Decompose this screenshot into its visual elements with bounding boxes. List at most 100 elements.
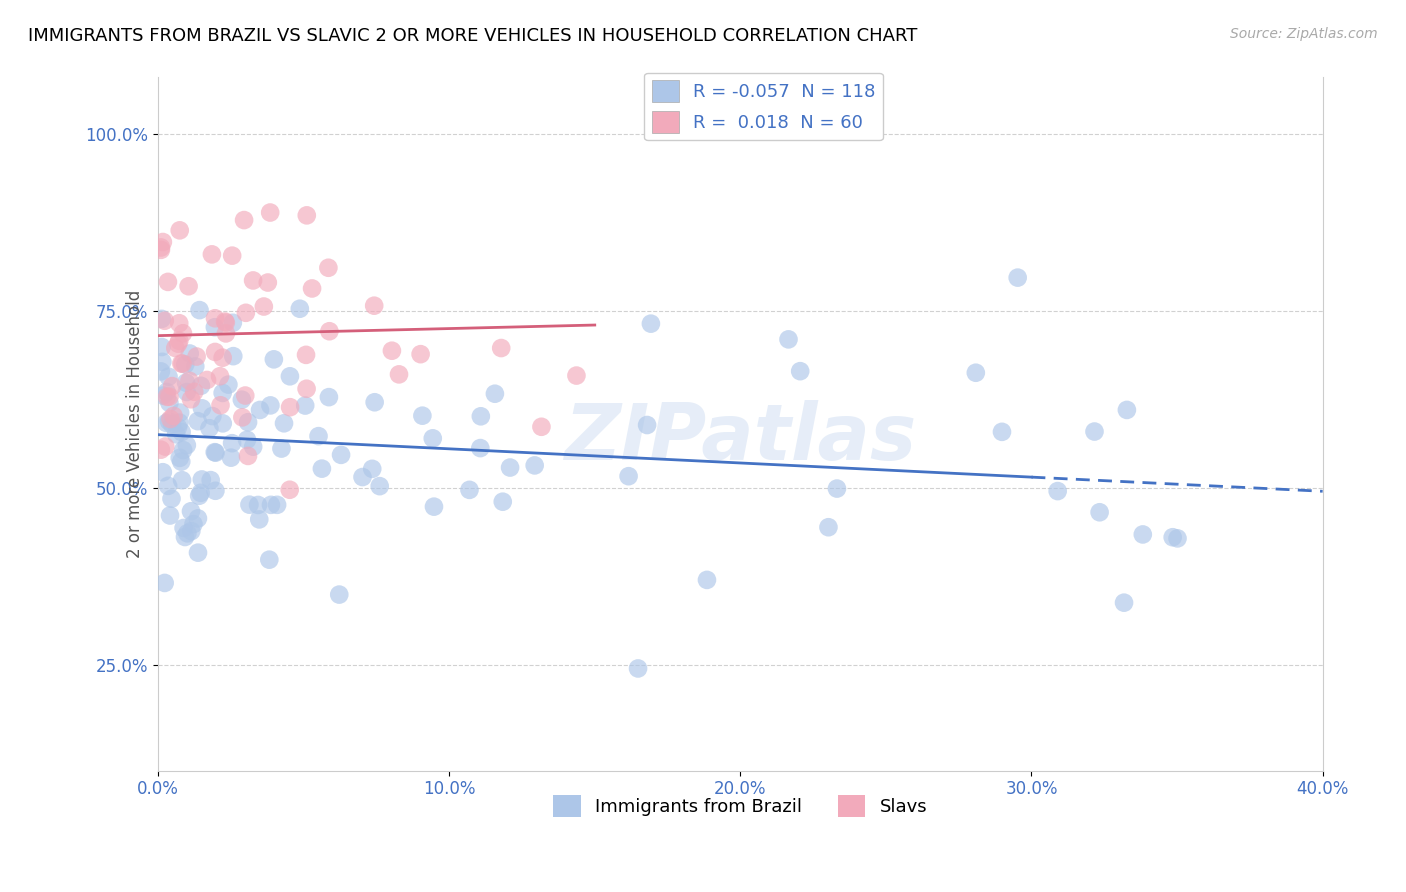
Point xyxy=(204,483,226,498)
Point xyxy=(198,421,221,435)
Point xyxy=(273,417,295,431)
Point xyxy=(1046,484,1069,499)
Point xyxy=(211,417,233,431)
Point xyxy=(165,427,187,442)
Point xyxy=(470,441,492,455)
Point xyxy=(247,512,270,526)
Point xyxy=(965,366,987,380)
Point xyxy=(204,345,226,359)
Point xyxy=(311,461,333,475)
Point xyxy=(188,489,211,503)
Point xyxy=(640,317,662,331)
Point xyxy=(153,314,176,328)
Point xyxy=(1083,425,1105,439)
Point xyxy=(159,508,181,523)
Point xyxy=(208,369,231,384)
Point xyxy=(1132,527,1154,541)
Point xyxy=(318,390,340,404)
Point xyxy=(160,491,183,506)
Point xyxy=(169,406,191,420)
Point xyxy=(204,445,226,459)
Point xyxy=(169,416,191,430)
Point xyxy=(352,470,374,484)
Point xyxy=(253,300,276,314)
Point xyxy=(155,440,177,454)
Point xyxy=(156,275,179,289)
Point xyxy=(149,243,172,257)
Point xyxy=(259,398,281,412)
Point xyxy=(217,377,239,392)
Point xyxy=(149,364,172,378)
Legend: Immigrants from Brazil, Slavs: Immigrants from Brazil, Slavs xyxy=(546,788,935,824)
Point xyxy=(219,450,242,465)
Point xyxy=(278,369,301,384)
Point xyxy=(173,521,195,535)
Point xyxy=(489,341,512,355)
Point xyxy=(233,213,256,227)
Point xyxy=(1166,532,1188,546)
Point xyxy=(238,498,260,512)
Point xyxy=(221,436,243,450)
Point xyxy=(180,392,202,407)
Point xyxy=(172,443,194,458)
Point xyxy=(159,412,181,426)
Point xyxy=(204,311,226,326)
Point xyxy=(231,392,253,407)
Point xyxy=(222,349,245,363)
Point xyxy=(167,420,190,434)
Point xyxy=(167,336,190,351)
Point xyxy=(328,588,350,602)
Point xyxy=(156,384,179,399)
Point xyxy=(153,576,176,591)
Point xyxy=(183,517,205,532)
Point xyxy=(150,340,173,354)
Point xyxy=(295,382,318,396)
Point xyxy=(191,401,214,416)
Point xyxy=(470,409,492,424)
Point xyxy=(422,431,444,445)
Point xyxy=(187,511,209,525)
Point xyxy=(301,281,323,295)
Point xyxy=(187,414,209,428)
Point xyxy=(363,395,385,409)
Point xyxy=(180,504,202,518)
Point xyxy=(180,524,202,538)
Point xyxy=(211,351,233,365)
Point xyxy=(778,332,800,346)
Point xyxy=(458,483,481,497)
Point xyxy=(170,455,193,469)
Point xyxy=(170,473,193,487)
Point xyxy=(247,498,270,512)
Point xyxy=(190,379,212,393)
Point xyxy=(162,409,184,423)
Point xyxy=(236,433,259,447)
Point xyxy=(1112,596,1135,610)
Point xyxy=(236,415,259,429)
Point xyxy=(523,458,546,473)
Point xyxy=(155,416,177,430)
Point xyxy=(318,324,340,338)
Point xyxy=(170,425,193,439)
Point xyxy=(233,388,256,402)
Point xyxy=(270,442,292,456)
Point xyxy=(318,260,340,275)
Point xyxy=(150,355,173,369)
Point xyxy=(363,299,385,313)
Point xyxy=(295,348,318,362)
Point xyxy=(186,350,208,364)
Point xyxy=(627,661,650,675)
Point xyxy=(156,390,179,404)
Point xyxy=(174,358,197,372)
Point xyxy=(696,573,718,587)
Point xyxy=(215,326,238,341)
Point xyxy=(411,409,433,423)
Point xyxy=(235,306,257,320)
Point xyxy=(617,469,640,483)
Point xyxy=(183,384,205,399)
Point xyxy=(184,359,207,374)
Point xyxy=(249,403,271,417)
Point xyxy=(256,276,278,290)
Point xyxy=(200,473,222,487)
Point xyxy=(176,384,198,399)
Point xyxy=(308,429,330,443)
